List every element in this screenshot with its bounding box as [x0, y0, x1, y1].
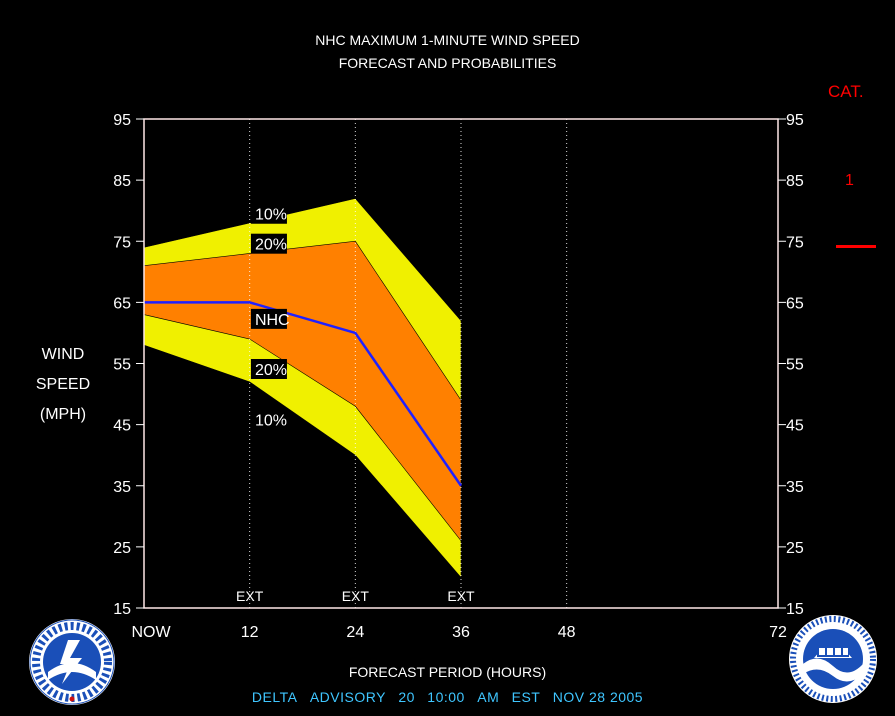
chart-subtitle: FORECAST AND PROBABILITIES: [338, 55, 557, 71]
y-tick-label-left: 55: [113, 357, 131, 374]
band-label: 20%: [255, 362, 287, 379]
x-tick-label: NOW: [131, 624, 171, 641]
x-tick-label: 24: [346, 624, 364, 641]
band-label: 20%: [255, 237, 287, 254]
band-label-box: [250, 409, 287, 430]
advisory-time: 10:00: [427, 689, 465, 705]
band-label: 10%: [255, 207, 287, 224]
x-tick-label: 72: [769, 624, 787, 641]
advisory-number: 20: [398, 689, 415, 705]
y-tick-label-right: 95: [786, 112, 804, 129]
y-tick-label-right: 85: [786, 173, 804, 190]
y-tick-label-right: 15: [786, 601, 804, 618]
y-tick-label-right: 65: [786, 295, 804, 312]
ext-marker-label: EXT: [342, 588, 370, 604]
y-tick-label-right: 45: [786, 418, 804, 435]
y-tick-label-left: 95: [113, 112, 131, 129]
y-tick-label-left: 65: [113, 295, 131, 312]
y-axis-label-line: (MPH): [39, 406, 87, 423]
band-label: NHC: [255, 312, 290, 329]
y-tick-label-left: 75: [113, 234, 131, 251]
advisory-date: NOV 28 2005: [552, 689, 644, 705]
y-tick-label-left: 45: [113, 418, 131, 435]
band-label-box: [250, 203, 287, 224]
y-axis-label-line: SPEED: [35, 376, 91, 393]
y-tick-label-right: 35: [786, 479, 804, 496]
advisory-timezone: EST: [511, 689, 541, 705]
x-axis-label: FORECAST PERIOD (HOURS): [348, 664, 547, 680]
nws-logo-icon: [29, 619, 115, 705]
ext-marker-label: EXT: [447, 588, 475, 604]
band-label-box: [250, 308, 287, 329]
advisory-ampm: AM: [477, 689, 500, 705]
advisory-line: DELTA ADVISORY 20 10:00 AM EST NOV 28 20…: [0, 689, 895, 705]
band-label-box: [250, 233, 287, 254]
y-tick-label-left: 25: [113, 540, 131, 557]
advisory-label: ADVISORY: [309, 689, 386, 705]
storm-name: DELTA: [251, 689, 298, 705]
noaa-logo-icon: [789, 615, 877, 703]
chart-title: NHC MAXIMUM 1-MINUTE WIND SPEED: [315, 32, 580, 48]
x-tick-label: 12: [241, 624, 259, 641]
y-tick-label-right: 55: [786, 357, 804, 374]
category-threshold-line: [836, 245, 876, 248]
y-axis-label: WIND SPEED (MPH): [18, 340, 108, 430]
category-title: CAT.: [828, 82, 864, 101]
ext-marker-label: EXT: [236, 588, 264, 604]
band-label-box: [250, 359, 287, 380]
y-axis-label-line: WIND: [41, 346, 85, 363]
x-tick-label: 36: [452, 624, 470, 641]
y-tick-label-right: 75: [786, 234, 804, 251]
band-label: 10%: [255, 413, 287, 430]
x-tick-label: 48: [558, 624, 576, 641]
y-tick-label-left: 35: [113, 479, 131, 496]
category-value: 1: [845, 172, 854, 189]
y-tick-label-left: 85: [113, 173, 131, 190]
y-tick-label-left: 15: [113, 601, 131, 618]
series-line-nhc: [144, 301, 463, 487]
y-tick-label-right: 25: [786, 540, 804, 557]
